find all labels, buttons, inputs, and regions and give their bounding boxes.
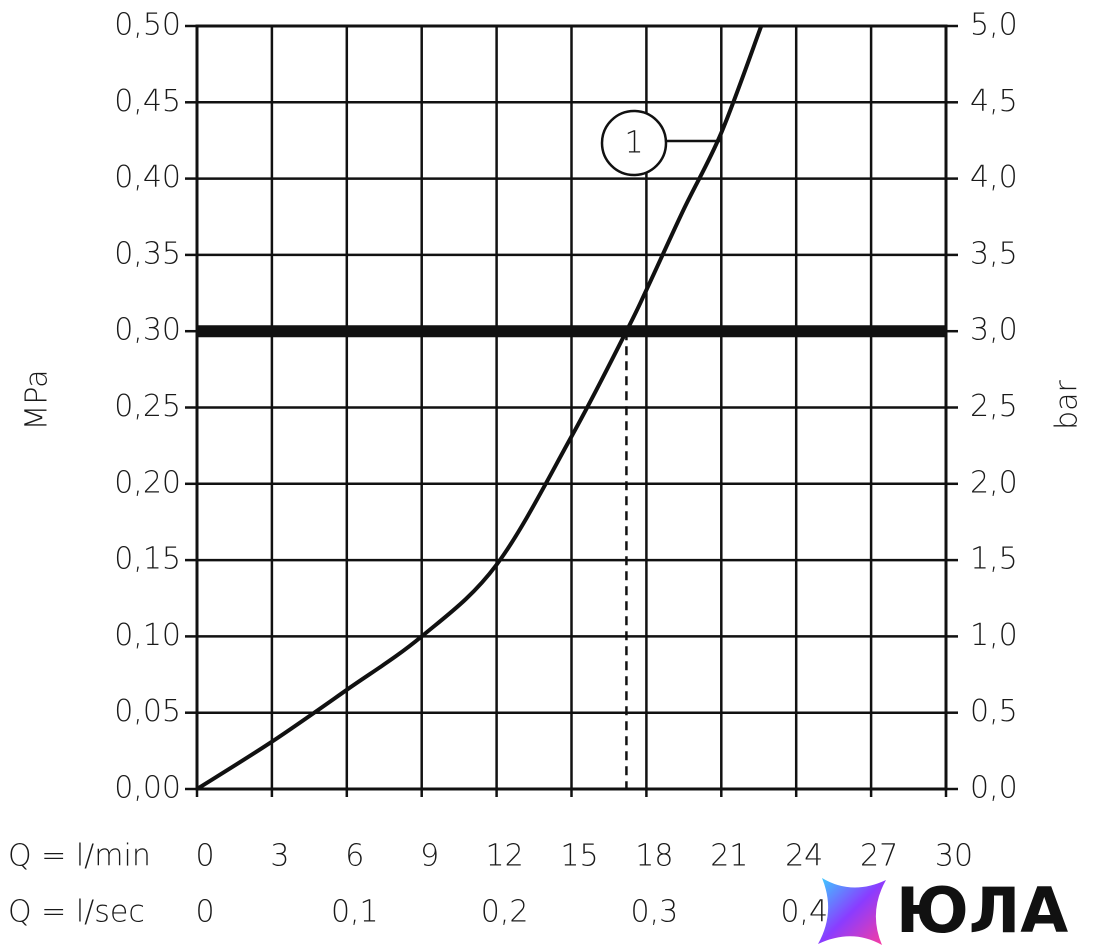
y2-tick-label: 4,0	[970, 160, 1018, 195]
x2-tick-label: 0	[195, 895, 214, 930]
y2-tick-label: 0,5	[970, 694, 1018, 729]
y-tick-label: 0,05	[114, 694, 181, 729]
y2-tick-label: 4,5	[970, 84, 1018, 119]
x-tick-label: 30	[935, 839, 973, 874]
x2-axis-label: Q = l/sec	[8, 895, 145, 930]
y2-tick-label: 0,0	[970, 771, 1018, 806]
x-tick-label: 15	[560, 839, 598, 874]
y-tick-label: 0,40	[114, 160, 181, 195]
plot-frame	[195, 24, 948, 791]
x-tick-label: 27	[860, 839, 898, 874]
x-tick-label: 9	[420, 839, 439, 874]
x-tick-label: 24	[785, 839, 823, 874]
x2-tick-label: 0,4	[780, 895, 828, 930]
x2-tick-label: 0,3	[631, 895, 679, 930]
annotation-circle	[600, 109, 668, 177]
watermark-logo	[818, 878, 886, 945]
y2-tick-label: 1,0	[970, 618, 1018, 653]
y2-tick-label: 3,0	[970, 313, 1018, 348]
x-tick-label: 21	[710, 839, 748, 874]
annotation-label: 1	[624, 126, 643, 161]
watermark-text: ЮЛА	[896, 874, 1068, 947]
y-tick-label: 0,00	[114, 771, 181, 806]
y-tick-label: 0,25	[114, 389, 181, 424]
y2-tick-label: 2,0	[970, 465, 1018, 500]
x-tick-label: 3	[270, 839, 289, 874]
x-tick-label: 6	[345, 839, 364, 874]
y-tick-label: 0,50	[114, 8, 181, 43]
y-tick-label: 0,30	[114, 313, 181, 348]
y2-tick-label: 5,0	[970, 8, 1018, 43]
x-tick-label: 18	[635, 839, 673, 874]
y-tick-label: 0,10	[114, 618, 181, 653]
y2-tick-label: 2,5	[970, 389, 1018, 424]
x2-tick-label: 0,2	[481, 895, 529, 930]
y-tick-label: 0,45	[114, 84, 181, 119]
x-tick-label: 0	[195, 839, 214, 874]
y-tick-label: 0,35	[114, 236, 181, 271]
y2-axis-label: bar	[1050, 379, 1085, 429]
y2-tick-label: 1,5	[970, 542, 1018, 577]
curve	[195, 25, 764, 791]
x-tick-label: 12	[486, 839, 524, 874]
x2-tick-label: 0,1	[331, 895, 379, 930]
y-tick-label: 0,20	[114, 465, 181, 500]
y-tick-label: 0,15	[114, 542, 181, 577]
y2-tick-label: 3,5	[970, 236, 1018, 271]
x-axis-label: Q = l/min	[8, 839, 151, 874]
y-axis-label: MPa	[20, 369, 55, 430]
